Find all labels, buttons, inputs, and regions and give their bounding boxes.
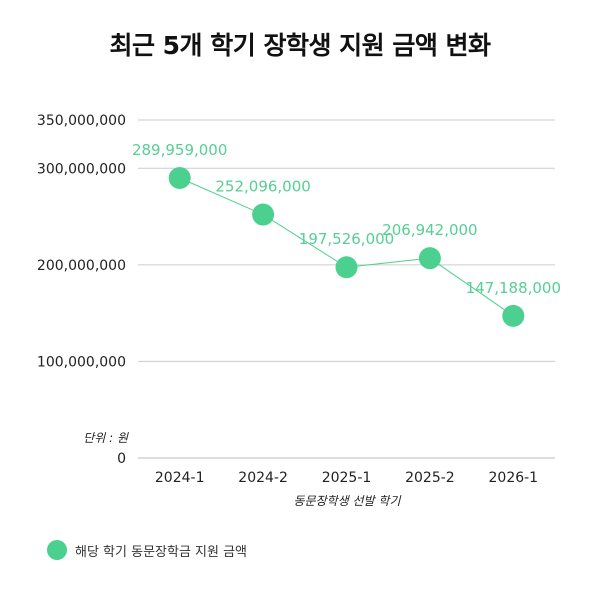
legend: 해당 학기 동문장학금 지원 금액 bbox=[47, 540, 247, 560]
chart-title: 최근 5개 학기 장학생 지원 금액 변화 bbox=[109, 31, 491, 60]
data-point bbox=[335, 256, 358, 279]
data-labels: 289,959,000 252,096,000 197,526,000206,942… bbox=[132, 141, 561, 297]
y-tick-label: 0 bbox=[117, 451, 126, 467]
data-label: 147,188,000 bbox=[466, 279, 561, 297]
x-axis-title: 동문장학생 선발 학기 bbox=[294, 494, 402, 508]
data-point bbox=[418, 247, 441, 270]
x-tick-label: 2026-1 bbox=[489, 470, 539, 486]
x-tick-label: 2025-1 bbox=[322, 470, 372, 486]
y-axis-ticks: 0 100,000,000 200,000,000 300,000,000 350,00… bbox=[37, 113, 126, 467]
legend-swatch bbox=[47, 540, 67, 560]
y-tick-label: 100,000,000 bbox=[37, 354, 126, 370]
y-tick-label: 350,000,000 bbox=[37, 113, 126, 129]
unit-label: 단위 : 원 bbox=[83, 431, 129, 445]
data-point bbox=[168, 166, 191, 189]
data-label: 289,959,000 bbox=[132, 141, 227, 159]
x-tick-label: 2024-2 bbox=[238, 470, 288, 486]
x-tick-label: 2024-1 bbox=[155, 470, 205, 486]
data-point bbox=[502, 304, 525, 327]
data-label: 252,096,000 bbox=[215, 178, 310, 196]
data-points bbox=[168, 166, 525, 327]
x-tick-label: 2025-2 bbox=[405, 470, 455, 486]
y-tick-label: 200,000,000 bbox=[37, 258, 126, 274]
y-tick-label: 300,000,000 bbox=[37, 161, 126, 177]
legend-label: 해당 학기 동문장학금 지원 금액 bbox=[75, 544, 248, 560]
data-point bbox=[252, 203, 275, 226]
data-label: 197,526,000 bbox=[299, 230, 394, 248]
x-axis-ticks: 2024-1 2024-2 2025-1 2025-2 2026-1 bbox=[155, 470, 538, 486]
data-label: 206,942,000 bbox=[382, 221, 477, 239]
